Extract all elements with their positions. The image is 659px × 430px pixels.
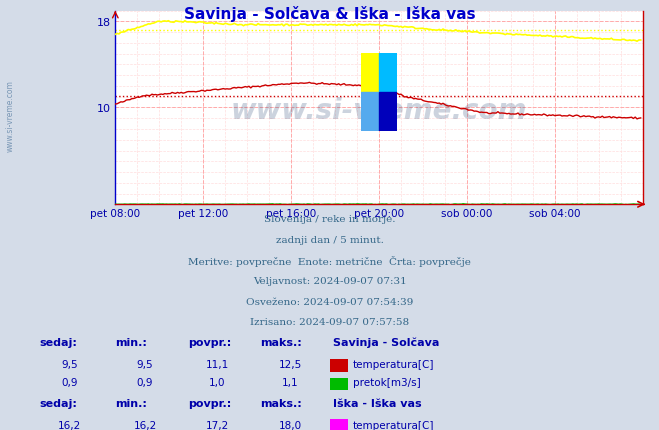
- Text: temperatura[C]: temperatura[C]: [353, 360, 434, 370]
- Text: sedaj:: sedaj:: [40, 338, 77, 347]
- Text: 9,5: 9,5: [136, 360, 154, 370]
- Text: www.si-vreme.com: www.si-vreme.com: [5, 80, 14, 152]
- Text: maks.:: maks.:: [260, 338, 302, 347]
- Text: maks.:: maks.:: [260, 399, 302, 409]
- Bar: [379, 53, 397, 92]
- Text: Osveženo: 2024-09-07 07:54:39: Osveženo: 2024-09-07 07:54:39: [246, 298, 413, 307]
- Text: 0,9: 0,9: [136, 378, 154, 388]
- Text: 18,0: 18,0: [278, 421, 302, 430]
- Text: Meritve: povprečne  Enote: metrične  Črta: povprečje: Meritve: povprečne Enote: metrične Črta:…: [188, 256, 471, 267]
- Text: zadnji dan / 5 minut.: zadnji dan / 5 minut.: [275, 236, 384, 245]
- Text: sedaj:: sedaj:: [40, 399, 77, 409]
- Text: povpr.:: povpr.:: [188, 399, 231, 409]
- Bar: [379, 92, 397, 131]
- Text: Slovenija / reke in morje.: Slovenija / reke in morje.: [264, 215, 395, 224]
- Text: 16,2: 16,2: [57, 421, 81, 430]
- Text: 16,2: 16,2: [133, 421, 157, 430]
- Text: pretok[m3/s]: pretok[m3/s]: [353, 378, 420, 388]
- Text: min.:: min.:: [115, 338, 147, 347]
- Text: Savinja - Solčava: Savinja - Solčava: [333, 338, 439, 348]
- Text: Izrisano: 2024-09-07 07:57:58: Izrisano: 2024-09-07 07:57:58: [250, 318, 409, 327]
- Text: Veljavnost: 2024-09-07 07:31: Veljavnost: 2024-09-07 07:31: [252, 277, 407, 286]
- Text: www.si-vreme.com: www.si-vreme.com: [231, 97, 527, 126]
- Text: 1,0: 1,0: [209, 378, 226, 388]
- Text: 17,2: 17,2: [206, 421, 229, 430]
- Text: 11,1: 11,1: [206, 360, 229, 370]
- Text: 12,5: 12,5: [278, 360, 302, 370]
- Text: temperatura[C]: temperatura[C]: [353, 421, 434, 430]
- Bar: [361, 53, 379, 92]
- Bar: [361, 92, 379, 131]
- Text: povpr.:: povpr.:: [188, 338, 231, 347]
- Text: 0,9: 0,9: [61, 378, 78, 388]
- Text: min.:: min.:: [115, 399, 147, 409]
- Text: Iška - Iška vas: Iška - Iška vas: [333, 399, 421, 409]
- Text: 1,1: 1,1: [281, 378, 299, 388]
- Text: Savinja - Solčava & Iška - Iška vas: Savinja - Solčava & Iška - Iška vas: [184, 6, 475, 22]
- Text: 9,5: 9,5: [61, 360, 78, 370]
